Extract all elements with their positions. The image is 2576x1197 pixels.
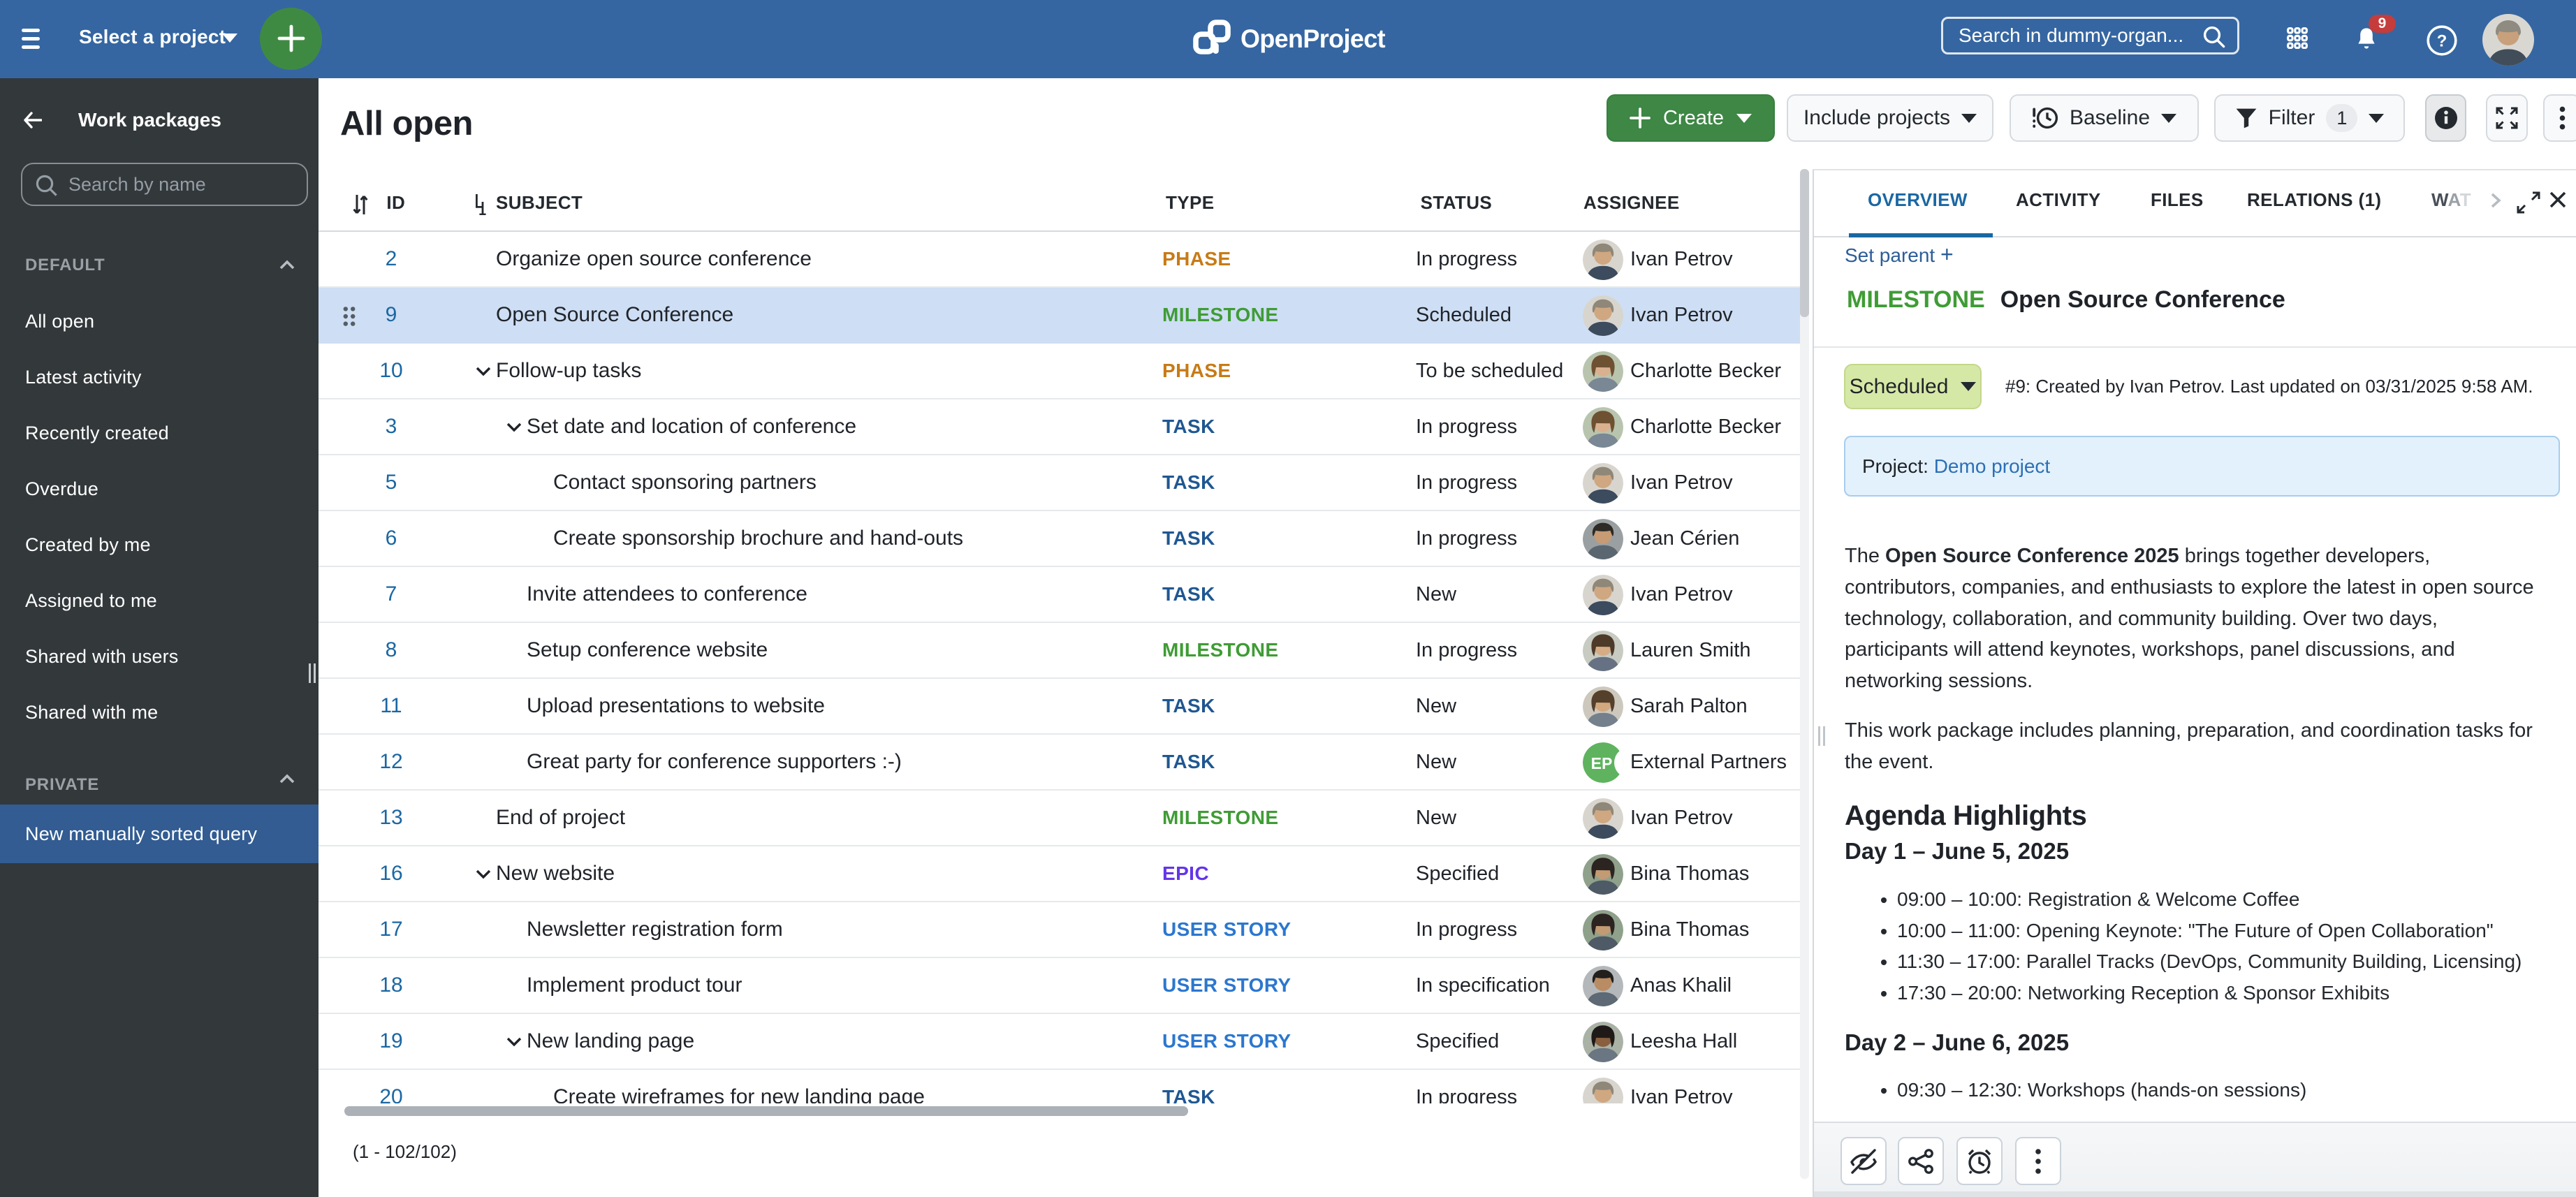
svg-text:EP: EP — [1591, 754, 1613, 772]
svg-text:?: ? — [2437, 31, 2447, 50]
